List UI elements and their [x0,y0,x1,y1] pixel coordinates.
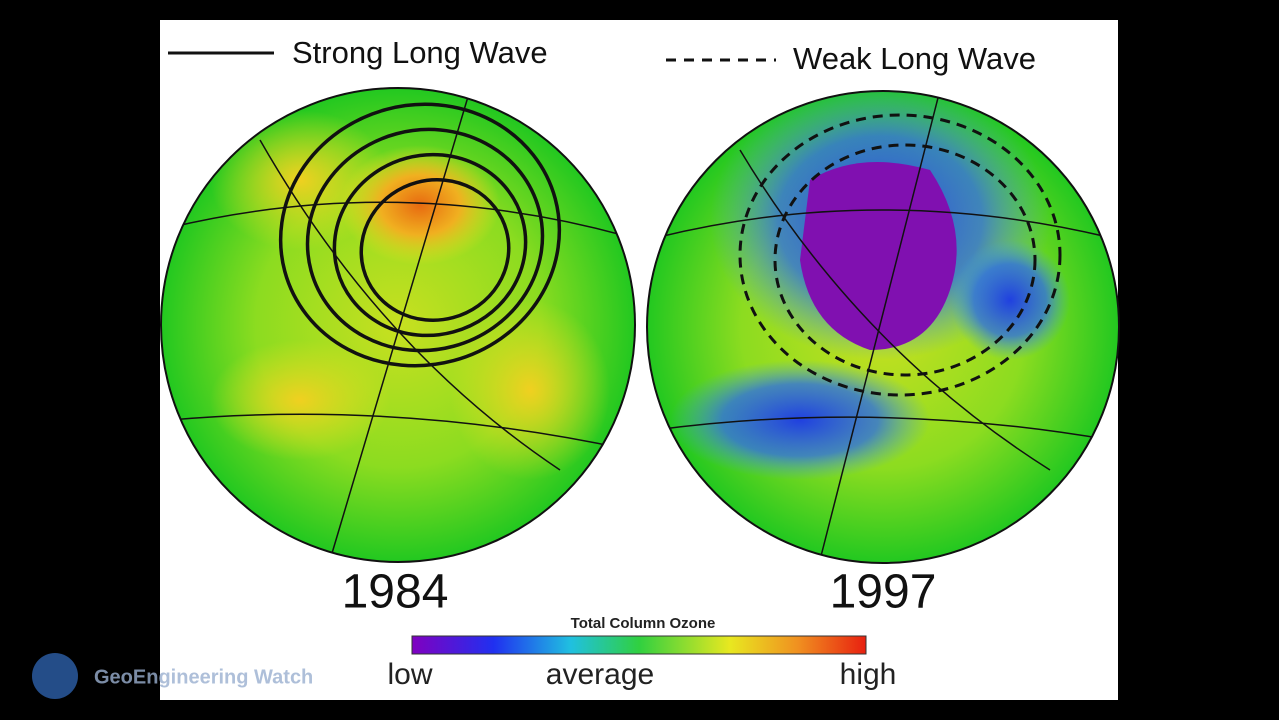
colorbar-label: average [546,658,654,691]
watermark-text: GeoEngineering Watch [94,666,313,688]
watermark-logo [32,653,78,699]
globe-1997 [647,91,1119,563]
globe-outline [160,87,636,563]
legend-label: Strong Long Wave [292,35,548,70]
colorbar [411,635,867,655]
colorbar-title: Total Column Ozone [571,615,716,632]
globe-1984 [161,88,635,562]
colorbar-label: low [387,658,432,691]
year-label: 1997 [830,566,937,619]
globe-outline [646,90,1120,564]
colorbar-label: high [840,658,897,691]
legend-label: Weak Long Wave [793,41,1036,76]
year-label: 1984 [342,566,449,619]
